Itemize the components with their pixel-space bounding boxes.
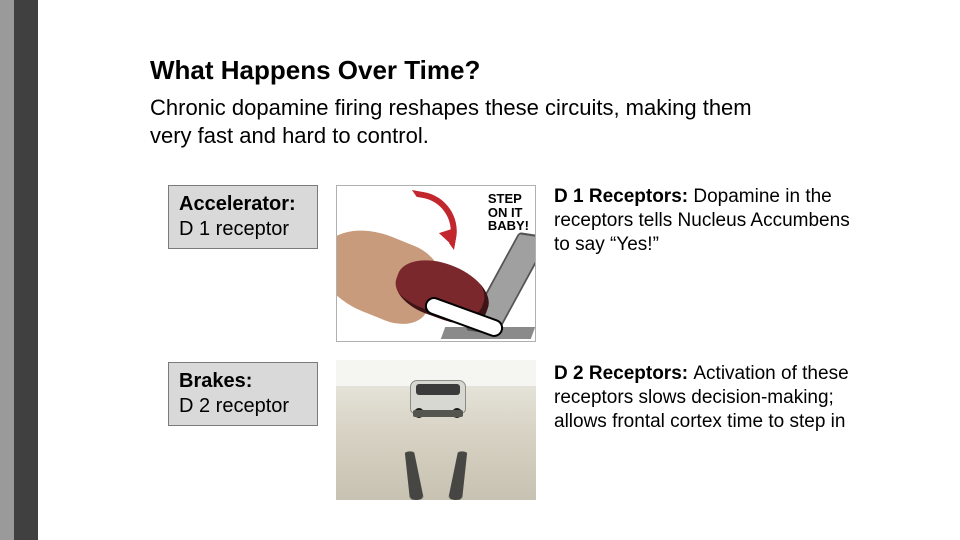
brakes-image: [336, 360, 536, 500]
caption-line: STEP: [488, 192, 529, 206]
caption-line: ON IT: [488, 206, 529, 220]
caption-line: BABY!: [488, 219, 529, 233]
label-box-accelerator: Accelerator: D 1 receptor: [168, 185, 318, 249]
image-cell-brakes: [336, 362, 536, 500]
desc-d1: D 1 Receptors: Dopamine in the receptors…: [554, 185, 854, 256]
side-stripe-light: [0, 0, 14, 540]
side-stripe: [0, 0, 38, 540]
row-brakes: Brakes: D 2 receptor D 2 Receptors: Acti…: [168, 362, 888, 500]
label-bold: Accelerator:: [179, 192, 307, 217]
desc-d2: D 2 Receptors: Activation of these recep…: [554, 362, 854, 433]
car-shape: [410, 380, 466, 414]
desc-bold: D 2 Receptors:: [554, 363, 693, 384]
desc-bold: D 1 Receptors:: [554, 186, 693, 207]
skid-mark-right: [448, 451, 467, 500]
row-accelerator: Accelerator: D 1 receptor STEP ON IT BAB…: [168, 185, 888, 342]
label-box-brakes: Brakes: D 2 receptor: [168, 362, 318, 426]
label-bold: Brakes:: [179, 369, 307, 394]
slide-subtitle: Chronic dopamine firing reshapes these c…: [150, 94, 790, 149]
accelerator-image: STEP ON IT BABY!: [336, 185, 536, 342]
image-cell-accelerator: STEP ON IT BABY!: [336, 185, 536, 342]
slide-title: What Happens Over Time?: [150, 55, 480, 86]
accelerator-caption: STEP ON IT BABY!: [488, 192, 529, 233]
skid-mark-left: [405, 451, 424, 500]
label-line: D 2 receptor: [179, 395, 289, 417]
slide: What Happens Over Time? Chronic dopamine…: [0, 0, 960, 540]
wheel-right: [452, 408, 462, 418]
wheel-left: [414, 408, 424, 418]
white-strip: [168, 272, 328, 298]
arrow-icon: [407, 194, 459, 246]
label-line: D 1 receptor: [179, 218, 289, 240]
